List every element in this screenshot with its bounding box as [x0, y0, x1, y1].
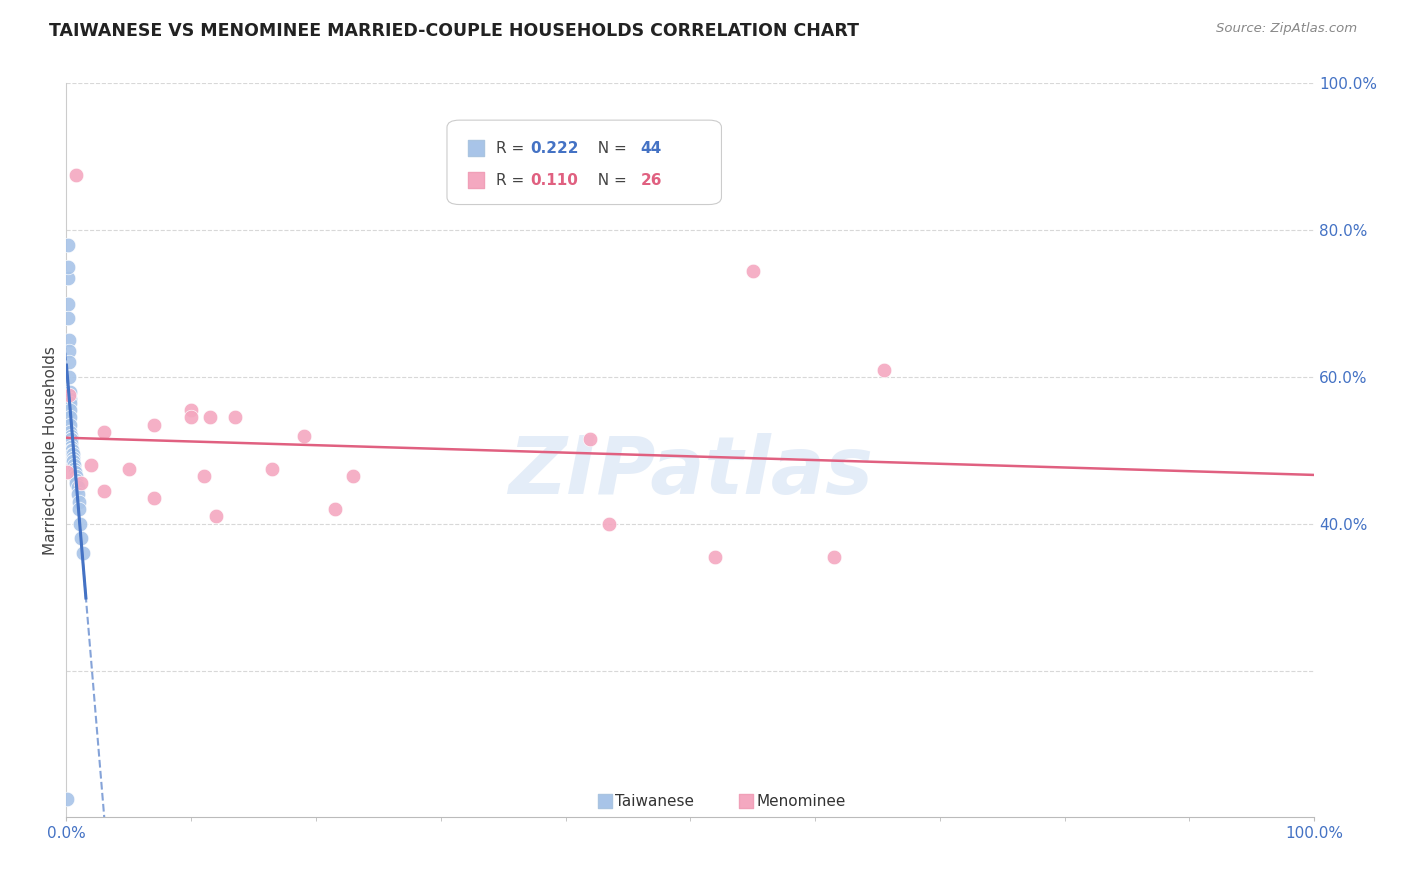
Text: 0.110: 0.110 — [530, 173, 578, 188]
Text: Menominee: Menominee — [756, 794, 846, 809]
Point — [67, 502, 90, 516]
Point — [142, 491, 165, 505]
Point — [62, 454, 84, 468]
Point — [67, 494, 90, 508]
Point — [58, 392, 80, 406]
Point — [60, 443, 83, 458]
Point — [59, 417, 82, 432]
Point — [58, 344, 80, 359]
Point — [59, 403, 82, 417]
Point — [872, 362, 894, 376]
Point — [823, 549, 845, 564]
Point — [180, 410, 202, 425]
Point — [56, 271, 79, 285]
Point — [58, 333, 80, 347]
Point — [56, 238, 79, 252]
Point — [205, 509, 228, 524]
Point — [70, 532, 93, 546]
Text: ZIPatlas: ZIPatlas — [508, 434, 873, 511]
Point — [58, 384, 80, 399]
Point — [63, 469, 86, 483]
Point — [70, 476, 93, 491]
Point — [59, 433, 82, 447]
Point — [63, 461, 86, 475]
Point — [66, 487, 89, 501]
Point — [60, 447, 83, 461]
Point — [180, 403, 202, 417]
Point — [72, 546, 94, 560]
Point — [292, 428, 315, 442]
Point — [704, 549, 727, 564]
Point — [118, 461, 141, 475]
Point — [60, 443, 83, 458]
Point — [65, 476, 87, 491]
Point — [58, 388, 80, 402]
Point — [58, 296, 80, 310]
Point — [62, 454, 84, 468]
Point — [59, 425, 82, 439]
Point — [58, 260, 80, 274]
Point — [735, 794, 758, 808]
Point — [142, 417, 165, 432]
Point — [62, 450, 84, 465]
Point — [80, 458, 103, 472]
Point — [59, 395, 82, 409]
Point — [59, 428, 82, 442]
Point — [56, 792, 79, 806]
Text: 44: 44 — [640, 141, 662, 155]
Point — [595, 794, 617, 808]
Point — [65, 168, 87, 182]
Point — [93, 483, 115, 498]
Text: N =: N = — [588, 173, 631, 188]
Point — [65, 469, 87, 483]
Point — [464, 141, 486, 155]
Point — [224, 410, 246, 425]
Text: N =: N = — [588, 141, 631, 155]
Text: Taiwanese: Taiwanese — [616, 794, 695, 809]
Point — [59, 410, 82, 425]
Point — [63, 466, 86, 480]
Point — [323, 502, 346, 516]
Y-axis label: Married-couple Households: Married-couple Households — [44, 346, 58, 555]
Point — [741, 263, 763, 277]
Point — [198, 410, 221, 425]
Point — [93, 425, 115, 439]
Text: 0.222: 0.222 — [530, 141, 579, 155]
Point — [63, 458, 86, 472]
Text: 26: 26 — [640, 173, 662, 188]
Text: R =: R = — [496, 141, 529, 155]
Point — [58, 370, 80, 384]
FancyBboxPatch shape — [447, 120, 721, 204]
Point — [342, 469, 364, 483]
Point — [69, 516, 91, 531]
Point — [58, 355, 80, 369]
Point — [60, 440, 83, 454]
Point — [65, 473, 87, 487]
Text: TAIWANESE VS MENOMINEE MARRIED-COUPLE HOUSEHOLDS CORRELATION CHART: TAIWANESE VS MENOMINEE MARRIED-COUPLE HO… — [49, 22, 859, 40]
Point — [56, 466, 79, 480]
Point — [579, 433, 602, 447]
Point — [464, 173, 486, 187]
Text: R =: R = — [496, 173, 529, 188]
Point — [193, 469, 215, 483]
Text: Source: ZipAtlas.com: Source: ZipAtlas.com — [1216, 22, 1357, 36]
Point — [598, 516, 620, 531]
Point — [262, 461, 284, 475]
Point — [58, 311, 80, 326]
Point — [63, 466, 86, 480]
Point — [60, 433, 83, 447]
Point — [62, 447, 84, 461]
Point — [66, 480, 89, 494]
Point — [60, 436, 83, 450]
